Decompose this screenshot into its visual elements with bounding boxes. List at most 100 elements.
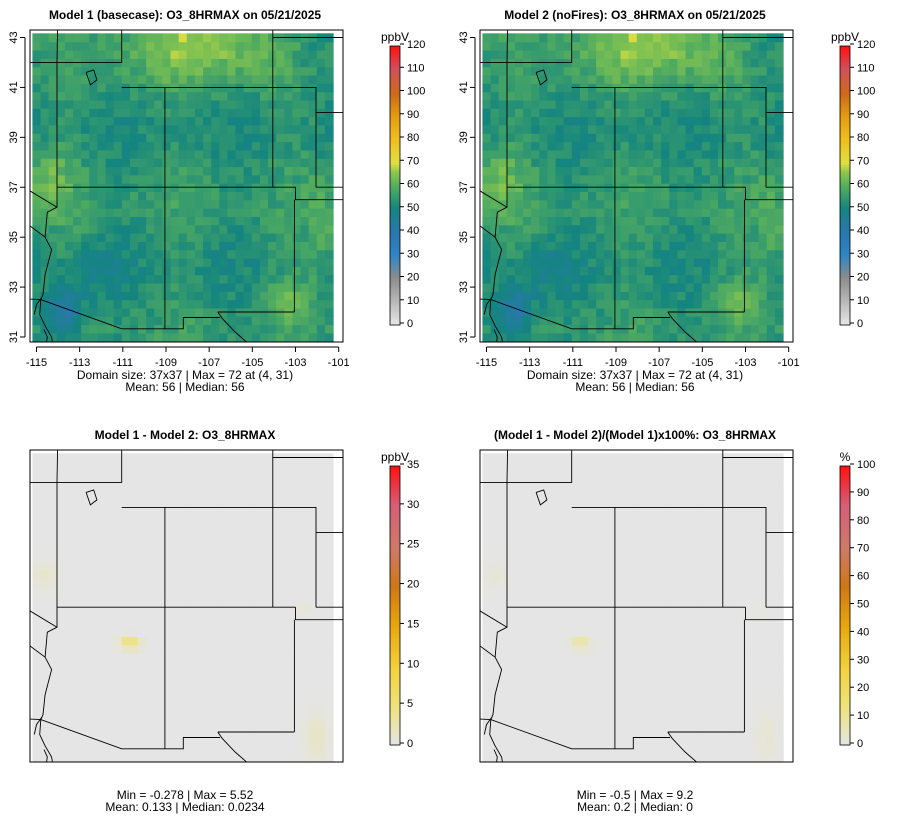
grid-cell (316, 241, 326, 251)
grid-cell (81, 91, 90, 101)
grid-cell (596, 233, 605, 242)
grid-cell (138, 736, 147, 746)
grid-cell (73, 158, 82, 168)
grid-cell (693, 166, 703, 176)
grid-cell (251, 636, 261, 646)
colorbar-segment (390, 311, 400, 314)
grid-cell (81, 661, 90, 671)
grid-cell (219, 91, 228, 101)
grid-cell (73, 199, 82, 209)
grid-cell (620, 299, 630, 309)
boundary-lines (30, 30, 343, 342)
grid-cell (596, 299, 605, 309)
grid-cell (669, 99, 678, 109)
grid-cell (677, 41, 687, 51)
grid-cell (644, 299, 654, 309)
grid-cell (73, 711, 82, 721)
grid-cell (162, 469, 172, 479)
grid-cell (596, 108, 605, 118)
grid-cell (774, 299, 784, 309)
grid-cell (596, 736, 605, 746)
grid-cell (300, 752, 310, 762)
grid-cell (579, 124, 589, 134)
grid-cell (750, 58, 760, 68)
grid-cell (276, 486, 285, 496)
grid-cell (628, 66, 638, 76)
grid-cell (89, 544, 99, 554)
colorbar-segment (390, 503, 400, 507)
grid-cell (73, 99, 82, 109)
grid-cell (251, 324, 261, 334)
grid-cell (105, 224, 115, 234)
grid-cell (146, 544, 155, 554)
grid-cell (482, 49, 492, 59)
grid-cell (203, 116, 212, 126)
grid-cell (316, 316, 326, 326)
grid-cell (490, 216, 500, 226)
grid-cell (571, 141, 581, 151)
grid-cell (563, 141, 573, 151)
grid-cell (251, 578, 261, 588)
grid-cell (259, 752, 269, 762)
grid-cell (324, 332, 334, 342)
grid-cell (219, 257, 228, 267)
grid-cell (482, 257, 492, 267)
colorbar-segment (390, 579, 400, 583)
grid-cell (718, 282, 727, 292)
grid-cell (64, 166, 74, 176)
grid-cell (56, 544, 66, 554)
colorbar-segment (390, 125, 400, 128)
grid-cell (162, 58, 172, 68)
colorbar-segment (390, 220, 400, 224)
colorbar-segment (390, 71, 400, 75)
grid-cell (211, 274, 220, 284)
grid-cell (243, 511, 253, 521)
grid-cell (227, 611, 237, 621)
grid-cell (292, 603, 302, 613)
colorbar-segment (390, 510, 400, 514)
grid-cell (300, 677, 310, 687)
grid-cell (146, 653, 155, 662)
grid-cell (709, 58, 719, 68)
grid-cell (154, 41, 164, 51)
grid-cell (766, 257, 776, 267)
grid-cell (316, 58, 326, 68)
grid-cell (89, 719, 99, 729)
grid-cell (726, 752, 735, 762)
grid-cell (284, 669, 293, 679)
grid-cell (300, 307, 310, 317)
colorbar-segment (390, 66, 400, 70)
grid-cell (129, 124, 139, 134)
colorbar-segment (840, 66, 850, 70)
y-tick-label: 37 (458, 181, 470, 193)
grid-cell (742, 282, 752, 292)
grid-cell (653, 702, 662, 712)
grid-cell (32, 249, 42, 259)
grid-cell (40, 528, 50, 538)
grid-cell (194, 257, 204, 267)
grid-cell (514, 191, 524, 201)
grid-cell (89, 99, 99, 109)
grid-cell (32, 752, 42, 762)
grid-cell (766, 116, 776, 126)
grid-cell (121, 486, 131, 496)
grid-cell (547, 74, 557, 84)
colorbar-segment (840, 136, 850, 140)
grid-cell (514, 99, 524, 109)
grid-cell (211, 511, 220, 521)
grid-cell (284, 316, 293, 326)
grid-cell (203, 307, 212, 317)
grid-cell (709, 241, 719, 251)
grid-cell (154, 453, 164, 463)
grid-cell (766, 711, 776, 721)
colorbar-tick-label: 0 (407, 738, 413, 750)
grid-cell (56, 124, 66, 134)
grid-cell (146, 216, 155, 226)
grid-cell (186, 619, 196, 629)
grid-cell (531, 108, 540, 118)
colorbar-segment (390, 59, 400, 63)
grid-cell (138, 586, 147, 596)
grid-cell (506, 744, 516, 754)
grid-cell (203, 133, 212, 143)
